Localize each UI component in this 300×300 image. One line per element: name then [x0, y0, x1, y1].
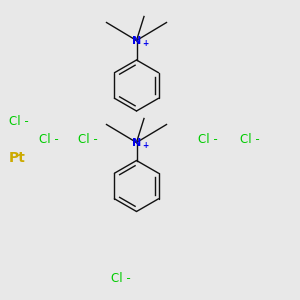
Text: N: N — [132, 35, 141, 46]
Text: Cl -: Cl - — [9, 115, 29, 128]
Text: Cl -: Cl - — [39, 133, 59, 146]
Text: Pt: Pt — [9, 151, 26, 164]
Text: Cl -: Cl - — [240, 133, 260, 146]
Text: +: + — [142, 141, 148, 150]
Text: +: + — [142, 39, 148, 48]
Text: Cl -: Cl - — [111, 272, 131, 286]
Text: Cl -: Cl - — [78, 133, 98, 146]
Text: Cl -: Cl - — [198, 133, 218, 146]
Text: N: N — [132, 137, 141, 148]
